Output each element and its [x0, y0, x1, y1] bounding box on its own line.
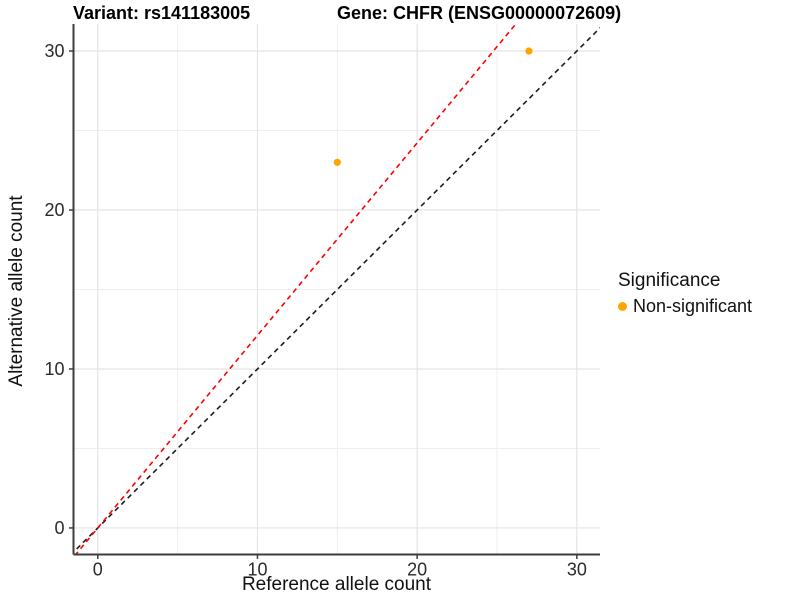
x-tick-label: 30: [567, 560, 587, 580]
x-axis-title: Reference allele count: [241, 574, 432, 595]
legend-title: Significance: [618, 270, 721, 291]
legend-item: Non-significant: [618, 296, 752, 317]
fit-line: [74, 24, 517, 555]
y-tick-label: 30: [44, 41, 64, 61]
y-tick-label: 10: [44, 359, 64, 379]
plot-title-gene: Gene: CHFR (ENSG00000072609): [337, 3, 622, 23]
x-tick-label: 0: [93, 560, 103, 580]
y-axis-title: Alternative allele count: [6, 195, 27, 387]
y-tick-label: 0: [54, 518, 64, 538]
y-tick-label: 20: [44, 200, 64, 220]
plot-title-variant: Variant: rs141183005: [73, 3, 251, 23]
data-point: [333, 158, 341, 166]
data-point: [525, 47, 533, 55]
legend-item-label: Non-significant: [633, 296, 753, 316]
legend: Significance Non-significant: [618, 270, 752, 317]
identity-line: [73, 26, 600, 554]
legend-point-icon: [618, 302, 627, 311]
x-tick-label: 20: [407, 560, 427, 580]
x-tick-label: 10: [247, 560, 267, 580]
